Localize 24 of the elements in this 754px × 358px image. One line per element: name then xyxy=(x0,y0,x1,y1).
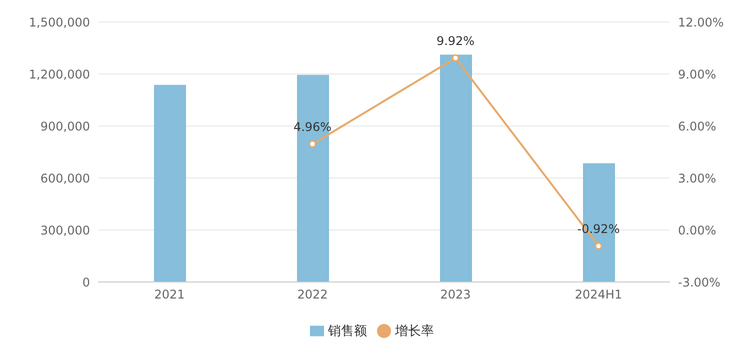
point xyxy=(452,54,460,62)
point xyxy=(308,140,316,148)
y2-tick-label: 9.00% xyxy=(678,67,716,82)
y-tick-label: 1,500,000 xyxy=(28,15,90,30)
y2-tick-label: 12.00% xyxy=(678,15,724,30)
y-tick-label: 300,000 xyxy=(40,223,90,238)
data-label: 9.92% xyxy=(436,34,475,48)
y-tick-label: 1,200,000 xyxy=(28,67,90,82)
bar xyxy=(154,84,186,282)
y-tick-label: 900,000 xyxy=(40,119,90,134)
y2-tick-label: 0.00% xyxy=(678,223,716,238)
x-tick-label: 2022 xyxy=(297,288,328,302)
x-tick-label: 2023 xyxy=(440,288,471,302)
y-tick-label: 600,000 xyxy=(40,171,90,186)
y2-tick-label: 6.00% xyxy=(678,119,716,134)
legend-label: 销售额 xyxy=(328,324,367,339)
x-tick-label: 2021 xyxy=(154,288,185,302)
x-tick-label: 2024H1 xyxy=(574,288,622,302)
point xyxy=(594,242,602,250)
y2-tick-label: -3.00% xyxy=(678,275,720,290)
legend-label: 增长率 xyxy=(395,324,434,339)
y-tick-label: 0 xyxy=(82,275,90,290)
y2-tick-label: 3.00% xyxy=(678,171,716,186)
bar xyxy=(440,54,472,282)
